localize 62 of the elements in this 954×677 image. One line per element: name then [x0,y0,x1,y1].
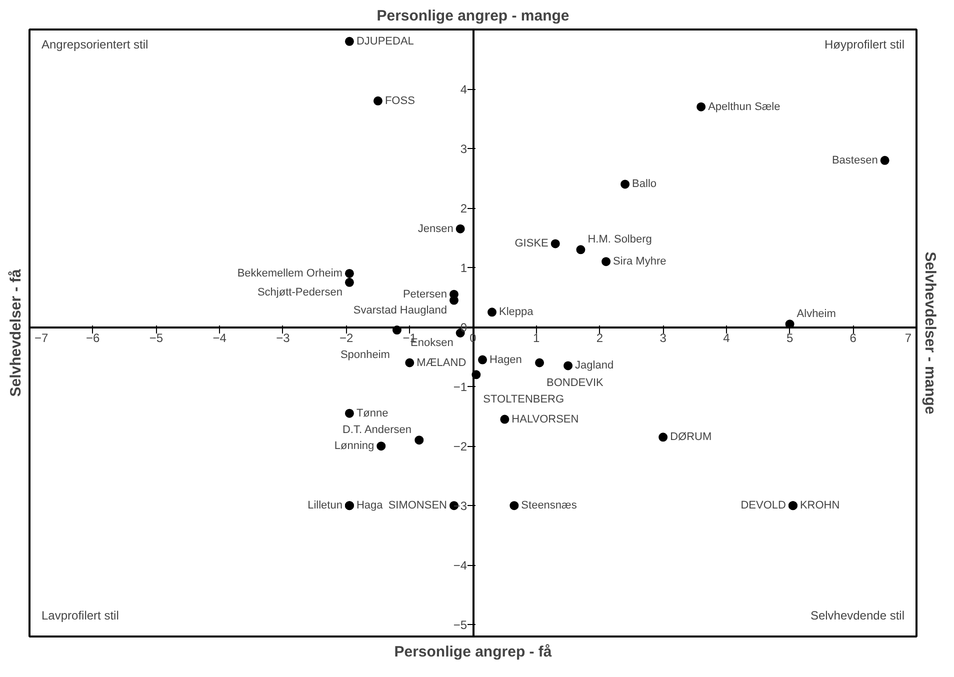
annotation: Bekkemellem Orheim [237,267,342,280]
y-tick-label: 2 [460,202,468,216]
annotation: DJUPEDAL [356,35,414,48]
annotation: Haga [356,500,384,512]
annotation: HALVORSEN [512,413,579,426]
x-tick-label: −6 [86,331,100,346]
annotation: DEVOLD [740,500,786,512]
x-tick-label: 3 [660,331,667,346]
x-tick-label: −3 [276,331,290,346]
x-tick-label: 7 [904,331,912,346]
annotation: Høyprofilert stil [824,38,905,52]
annotation: Lilletun [308,500,342,512]
annotation: Lavprofilert stil [42,608,119,622]
y-axis-title: Selvhevdelser - få [8,268,24,397]
annotation: Steensnæs [521,500,578,512]
annotation: FOSS [384,94,415,107]
annotation: Hagen [490,354,522,366]
x-tick-label: 2 [596,331,604,346]
annotation: Jensen [418,222,454,235]
x-tick-label: 1 [533,331,540,346]
annotation: Apelthun Sæle [708,100,780,113]
y-tick-label: −2 [453,440,468,454]
annotation: Svarstad Haugland [353,304,447,316]
annotation: Alvheim [796,308,836,320]
y-tick-label: 1 [460,261,468,276]
annotation: Selvhevdende stil [810,608,904,622]
annotation: Sponheim [340,349,390,362]
annotation: GISKE [514,238,548,250]
annotation: Angrepsorientert stil [42,38,148,52]
x-tick-label: −5 [149,331,164,346]
annotation: D.T. Andersen [342,424,412,436]
x-tick-label: 5 [786,331,794,346]
annotation: Petersen [402,288,447,300]
annotation: Sira Myhre [613,256,666,268]
annotation: Schjøtt-Pedersen [257,286,342,298]
y-tick-label: −1 [453,380,468,394]
y-tick-label: −4 [453,558,468,573]
y-tick-label: 4 [460,82,468,97]
y-tick-label: 3 [460,142,468,156]
annotation: DØRUM [670,431,712,444]
x-tick-label: 4 [723,331,730,346]
annotation: H.M. Solberg [588,234,652,246]
annotation: Jagland [575,360,614,372]
annotation: Lønning [334,440,374,452]
x-tick-label: −7 [34,331,49,346]
annotation: Bastesen [832,154,878,166]
y2-axis-title: Selvhevdelser - mange [922,252,938,414]
annotation: SIMONSEN [388,500,448,512]
x-tick-label: 6 [850,331,857,346]
annotation: Tønne [356,407,388,420]
annotation: BONDEVIK [546,376,604,389]
x2-axis-title: Personlige angrep - mange [376,8,570,24]
x-axis-title: Personlige angrep - få [394,644,552,660]
annotation: Kleppa [499,306,534,318]
annotation: STOLTENBERG [483,394,564,406]
y-tick-label: 0 [460,320,468,335]
x-tick-label: −2 [339,331,354,346]
annotation: MÆLAND [416,356,466,369]
annotation: KROHN [800,500,840,512]
y-tick-label: −5 [453,618,468,632]
annotation: Ballo [632,178,657,190]
x-tick-label: −4 [212,331,227,346]
